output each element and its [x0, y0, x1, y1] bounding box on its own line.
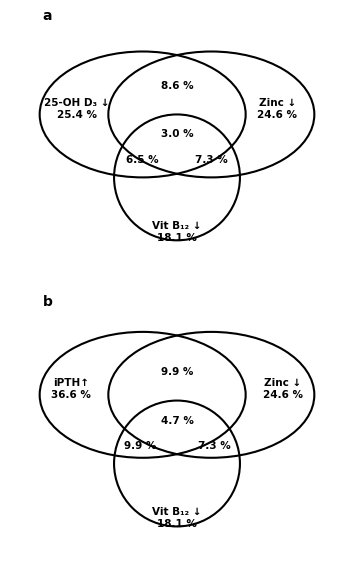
Text: Zinc ↓
24.6 %: Zinc ↓ 24.6 %: [263, 379, 303, 400]
Text: 8.6 %: 8.6 %: [161, 81, 193, 91]
Text: Zinc ↓
24.6 %: Zinc ↓ 24.6 %: [257, 98, 297, 120]
Text: 7.3 %: 7.3 %: [198, 442, 230, 451]
Text: 25-OH D₃ ↓
25.4 %: 25-OH D₃ ↓ 25.4 %: [44, 98, 110, 120]
Text: 9.9 %: 9.9 %: [124, 442, 156, 451]
Text: 4.7 %: 4.7 %: [161, 416, 193, 425]
Text: iPTH↑
36.6 %: iPTH↑ 36.6 %: [51, 379, 91, 400]
Text: b: b: [42, 295, 52, 309]
Text: Vit B₁₂ ↓
18.1 %: Vit B₁₂ ↓ 18.1 %: [152, 507, 202, 529]
Text: 3.0 %: 3.0 %: [161, 129, 193, 139]
Text: 6.5 %: 6.5 %: [126, 155, 159, 165]
Text: Vit B₁₂ ↓
18.1 %: Vit B₁₂ ↓ 18.1 %: [152, 221, 202, 243]
Text: 7.3 %: 7.3 %: [195, 155, 228, 165]
Text: a: a: [42, 9, 52, 23]
Text: 9.9 %: 9.9 %: [161, 367, 193, 377]
